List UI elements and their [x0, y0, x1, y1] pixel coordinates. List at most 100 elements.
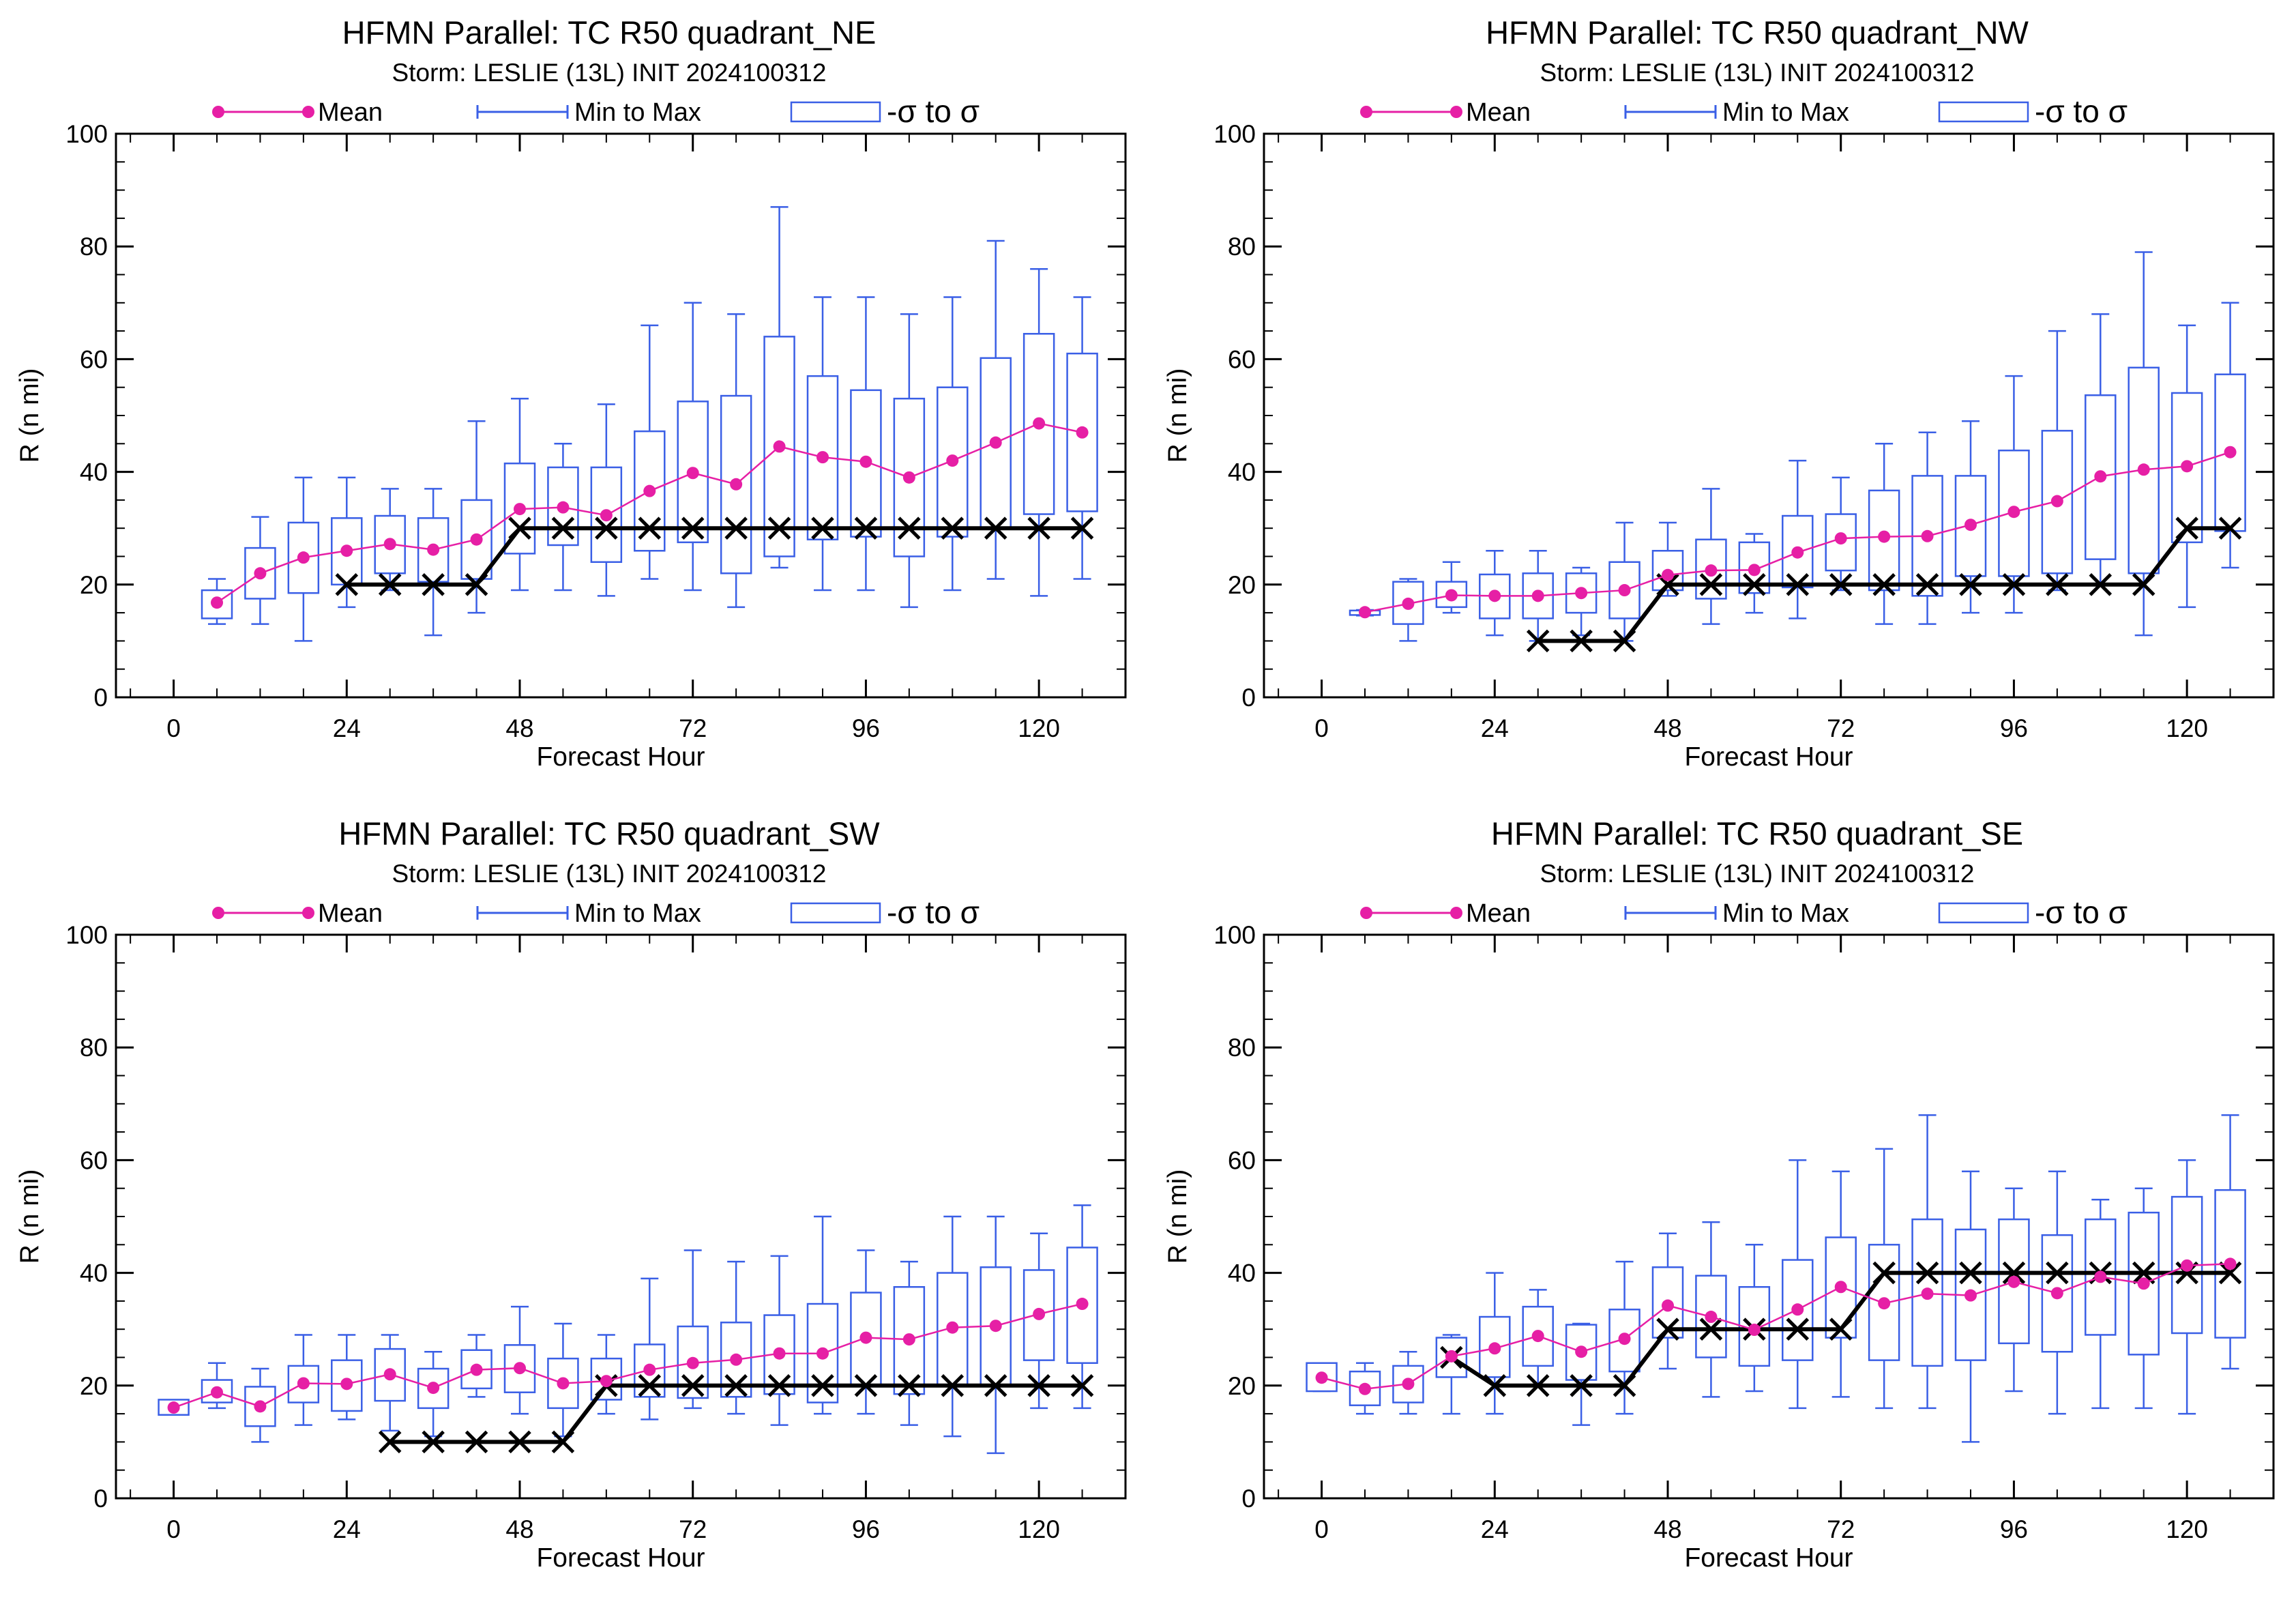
x-tick-label: 24: [1481, 1515, 1509, 1543]
chart-panel-ne: HFMN Parallel: TC R50 quadrant_NE Storm: …: [0, 0, 1148, 801]
observed-marker: [2089, 573, 2113, 596]
observed-marker: [1872, 573, 1896, 596]
x-tick-label: 24: [1481, 714, 1509, 742]
observed-marker: [2132, 573, 2155, 596]
mean-marker: [2137, 463, 2150, 476]
y-tick-label: 100: [65, 120, 108, 148]
x-tick-label: 120: [1018, 1515, 1060, 1543]
legend-mean-label: Mean: [318, 899, 383, 928]
obs-cross-stroke: [1570, 629, 1593, 653]
mean-marker: [254, 1400, 267, 1413]
observed-marker: [1526, 629, 1550, 653]
observed-marker: [508, 1430, 531, 1454]
x-axis-label: Forecast Hour: [1684, 742, 1853, 772]
observed-marker: [378, 1430, 402, 1454]
obs-cross-stroke: [811, 1374, 834, 1397]
ensemble-box-60: [590, 403, 623, 597]
ensemble-box-120: [1022, 1232, 1055, 1410]
obs-cross-stroke: [1570, 1374, 1593, 1397]
observed-marker: [2046, 1261, 2069, 1285]
observed-marker: [1699, 1317, 1723, 1341]
mean-marker: [427, 543, 440, 556]
y-tick-label: 40: [80, 458, 108, 486]
obs-cross-stroke: [1027, 516, 1050, 540]
ensemble-box-90: [806, 296, 839, 592]
obs-cross-stroke: [1027, 1374, 1050, 1397]
obs-cross-stroke: [595, 516, 618, 540]
observed-marker: [984, 516, 1007, 540]
mean-marker: [773, 1347, 786, 1360]
mean-marker: [1359, 606, 1371, 619]
y-tick-label: 40: [1228, 1259, 1256, 1287]
y-tick-label: 20: [1228, 571, 1256, 599]
observed-marker: [1027, 516, 1050, 540]
observed-marker: [767, 1374, 791, 1397]
obs-cross-stroke: [2218, 1261, 2242, 1285]
ensemble-box-114: [2128, 251, 2160, 637]
x-tick-label: 120: [2166, 714, 2208, 742]
obs-cross-stroke: [1872, 1261, 1896, 1285]
observed-marker: [898, 1374, 921, 1397]
observed-marker: [1570, 1374, 1593, 1397]
x-tick-label: 96: [2000, 714, 2028, 742]
mean-marker: [2224, 446, 2237, 458]
chart-svg: HFMN Parallel: TC R50 quadrant_NE Storm: …: [15, 14, 1127, 772]
obs-cross-stroke: [2175, 516, 2198, 540]
x-tick-label: 24: [333, 714, 361, 742]
legend-minmax-label: Min to Max: [1722, 98, 1849, 127]
observed-marker: [465, 1430, 488, 1454]
mean-marker: [340, 1378, 353, 1390]
ensemble-box-18: [287, 476, 320, 642]
sigma-box: [937, 386, 969, 538]
observed-marker: [1915, 573, 1939, 596]
obs-cross-stroke: [767, 1374, 791, 1397]
ensemble-box-36: [417, 488, 450, 637]
mean-marker: [211, 596, 223, 609]
ensemble-box-24: [331, 1334, 363, 1421]
observed-marker: [1483, 1374, 1507, 1397]
observed-marker: [551, 1430, 575, 1454]
ensemble-box-72: [677, 302, 709, 592]
mean-line: [1321, 1263, 2231, 1390]
ensemble-box-108: [937, 296, 969, 592]
mean-marker: [167, 1401, 180, 1414]
ensemble-box-66: [1782, 1159, 1814, 1410]
mean-marker: [946, 454, 959, 467]
ensemble-box-78: [720, 313, 752, 609]
observed-marker: [1872, 1261, 1896, 1285]
ensemble-box-54: [1695, 1221, 1727, 1398]
x-tick-label: 0: [1314, 1515, 1329, 1543]
ensemble-box-66: [1782, 459, 1814, 620]
y-tick-label: 20: [1228, 1372, 1256, 1400]
y-tick-label: 40: [1228, 458, 1256, 486]
legend: Mean Min to Max -σ to σ: [212, 93, 980, 129]
x-tick-label: 120: [1018, 714, 1060, 742]
legend-sigma-label: -σ to σ: [887, 894, 980, 930]
obs-cross-stroke: [854, 516, 878, 540]
observed-marker: [1786, 1317, 1810, 1341]
observed-marker: [1656, 1317, 1679, 1341]
observed-marker: [681, 516, 705, 540]
observed-marker: [2218, 516, 2242, 540]
legend-sigma-label: -σ to σ: [2035, 93, 2128, 129]
ensemble-box-42: [1608, 521, 1640, 642]
ensemble-box-30: [1522, 1289, 1554, 1387]
y-tick-label: 60: [80, 1146, 108, 1174]
mean-marker: [1748, 564, 1761, 577]
observed-marker: [508, 516, 531, 540]
ensemble-box-36: [1565, 1322, 1598, 1426]
legend-minmax-label: Min to Max: [574, 98, 701, 127]
legend-sigma-box: [1938, 101, 2029, 123]
mean-marker: [383, 1368, 396, 1381]
observed-marker: [638, 1374, 662, 1397]
mean-marker: [1575, 587, 1588, 600]
y-tick-label: 80: [80, 1034, 108, 1062]
ensemble-box-54: [1695, 488, 1727, 625]
ensemble-box-6: [201, 1362, 233, 1410]
obs-cross-stroke: [1829, 1317, 1853, 1341]
ensemble-box-30: [374, 1334, 406, 1432]
mean-marker: [383, 538, 396, 551]
obs-cross-stroke: [898, 516, 921, 540]
y-tick-label: 20: [80, 1372, 108, 1400]
obs-cross-stroke: [941, 516, 965, 540]
